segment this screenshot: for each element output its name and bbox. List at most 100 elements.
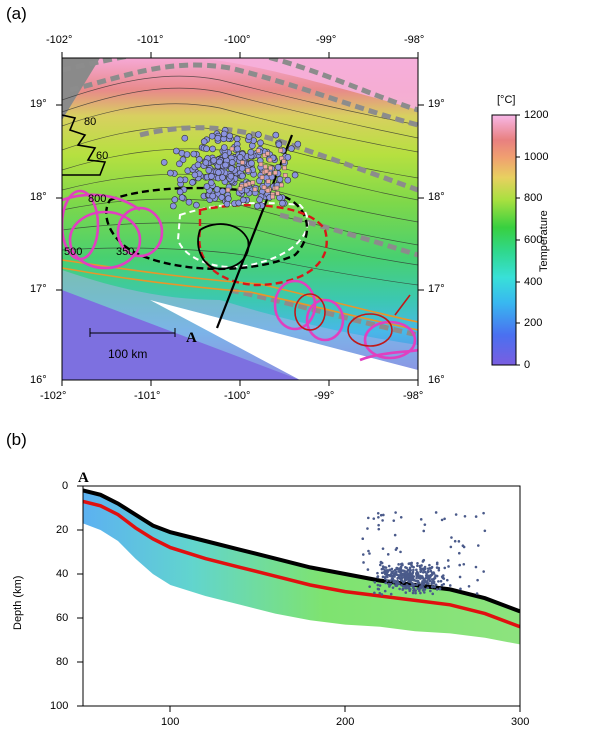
seismicity-dot bbox=[178, 194, 186, 201]
seismicity-dot bbox=[190, 150, 198, 158]
profile-earthquake bbox=[426, 579, 429, 583]
seismicity-dot bbox=[239, 172, 246, 180]
profile-earthquake bbox=[378, 591, 382, 595]
profile-earthquake bbox=[445, 578, 449, 582]
lon-tick-top-1: -102° bbox=[46, 34, 73, 46]
profile-earthquake bbox=[382, 513, 385, 517]
profile-earthquake bbox=[474, 565, 478, 569]
seismicity-square bbox=[225, 187, 231, 193]
profile-earthquake bbox=[428, 579, 432, 583]
seismicity-square bbox=[229, 146, 235, 152]
profile-earthquake bbox=[387, 564, 391, 568]
panel-a-label: (a) bbox=[6, 4, 27, 23]
seismicity-dot bbox=[255, 131, 262, 138]
profile-earthquake bbox=[411, 573, 414, 577]
seismicity-dot bbox=[247, 148, 255, 156]
lat-tick-right-3: 17° bbox=[428, 283, 445, 295]
lat-tick-left-4: 16° bbox=[30, 374, 47, 386]
profile-earthquake bbox=[406, 572, 410, 575]
scale-bar-label: 100 km bbox=[108, 347, 148, 361]
profile-earthquake bbox=[438, 587, 442, 591]
profile-earthquake bbox=[420, 564, 423, 567]
seismicity-dot bbox=[167, 169, 174, 177]
profile-earthquake bbox=[400, 562, 404, 566]
profile-earthquake bbox=[361, 553, 365, 556]
profile-earthquake bbox=[368, 585, 371, 588]
profile-earthquake bbox=[383, 589, 387, 593]
profile-earthquake bbox=[395, 570, 398, 574]
profile-earthquake bbox=[407, 587, 410, 590]
profile-earthquake bbox=[454, 513, 458, 516]
y-tick-40: 40 bbox=[56, 568, 69, 580]
profile-earthquake bbox=[405, 583, 409, 587]
profile-earthquake bbox=[482, 511, 485, 515]
profile-earthquake bbox=[408, 589, 411, 593]
profile-earthquake bbox=[386, 570, 390, 573]
panel-b-label: (b) bbox=[6, 430, 27, 449]
profile-earthquake bbox=[483, 529, 487, 533]
profile-frame bbox=[82, 485, 521, 707]
profile-earthquake bbox=[423, 591, 426, 594]
profile-earthquake bbox=[439, 579, 443, 583]
profile-earthquake bbox=[434, 583, 438, 587]
profile-earthquake bbox=[430, 582, 433, 586]
seismicity-dot bbox=[234, 145, 241, 153]
profile-earthquake bbox=[431, 585, 434, 589]
profile-earthquake bbox=[428, 563, 431, 567]
profile-earthquake bbox=[396, 576, 399, 580]
seismicity-dot bbox=[179, 156, 187, 163]
seismicity-dot bbox=[176, 160, 183, 168]
profile-earthquake bbox=[415, 570, 419, 574]
seismicity-dot bbox=[215, 169, 222, 176]
seismicity-square bbox=[274, 185, 280, 191]
seismicity-dot bbox=[203, 183, 211, 190]
seismicity-dot bbox=[226, 132, 234, 140]
profile-earthquake bbox=[410, 561, 413, 565]
profile-earthquake bbox=[442, 582, 446, 586]
seismicity-square bbox=[275, 191, 280, 196]
profile-earthquake bbox=[447, 565, 450, 568]
profile-earthquake bbox=[377, 515, 380, 519]
seismicity-dot bbox=[203, 145, 210, 152]
y-tick-100: 100 bbox=[50, 700, 69, 712]
profile-earthquake bbox=[391, 570, 395, 573]
profile-earthquake bbox=[367, 549, 370, 553]
profile-earthquake bbox=[377, 527, 381, 531]
profile-earthquake bbox=[412, 589, 415, 592]
contour-label-800: 800 bbox=[88, 193, 107, 205]
profile-earthquake bbox=[421, 586, 425, 589]
profile-earthquake bbox=[399, 570, 402, 574]
profile-earthquake bbox=[401, 584, 405, 588]
profile-earthquake bbox=[426, 586, 430, 590]
seismicity-dot bbox=[173, 147, 180, 155]
profile-earthquake bbox=[414, 591, 417, 595]
profile-earthquake bbox=[361, 537, 365, 541]
seismicity-dot bbox=[191, 171, 199, 179]
seismicity-square bbox=[252, 186, 258, 192]
profile-earthquake bbox=[419, 585, 422, 588]
profile-earthquake bbox=[412, 587, 416, 590]
x-tick-100: 100 bbox=[161, 716, 180, 728]
profile-earthquakes bbox=[361, 511, 487, 596]
seismicity-dot bbox=[171, 196, 179, 203]
seismicity-dot bbox=[221, 144, 228, 151]
profile-earthquake bbox=[437, 568, 441, 572]
profile-earthquake bbox=[366, 527, 369, 530]
profile-earthquake bbox=[422, 567, 425, 570]
seismicity-dot bbox=[222, 161, 229, 169]
profile-earthquake bbox=[429, 589, 432, 593]
profile-earthquake bbox=[422, 558, 426, 562]
profile-earthquake bbox=[442, 577, 446, 580]
seismicity-square bbox=[270, 194, 275, 200]
seismicity-square bbox=[267, 171, 272, 176]
colorbar-tick-200: 200 bbox=[524, 317, 543, 329]
lat-tick-left-2: 18° bbox=[30, 191, 47, 203]
profile-earthquake bbox=[399, 550, 402, 554]
profile-earthquake bbox=[402, 576, 406, 579]
profile-earthquake bbox=[415, 568, 418, 572]
profile-earthquake bbox=[415, 576, 418, 580]
profile-earthquake bbox=[382, 571, 386, 574]
seismicity-square bbox=[279, 182, 284, 188]
seismicity-dot bbox=[279, 199, 286, 207]
